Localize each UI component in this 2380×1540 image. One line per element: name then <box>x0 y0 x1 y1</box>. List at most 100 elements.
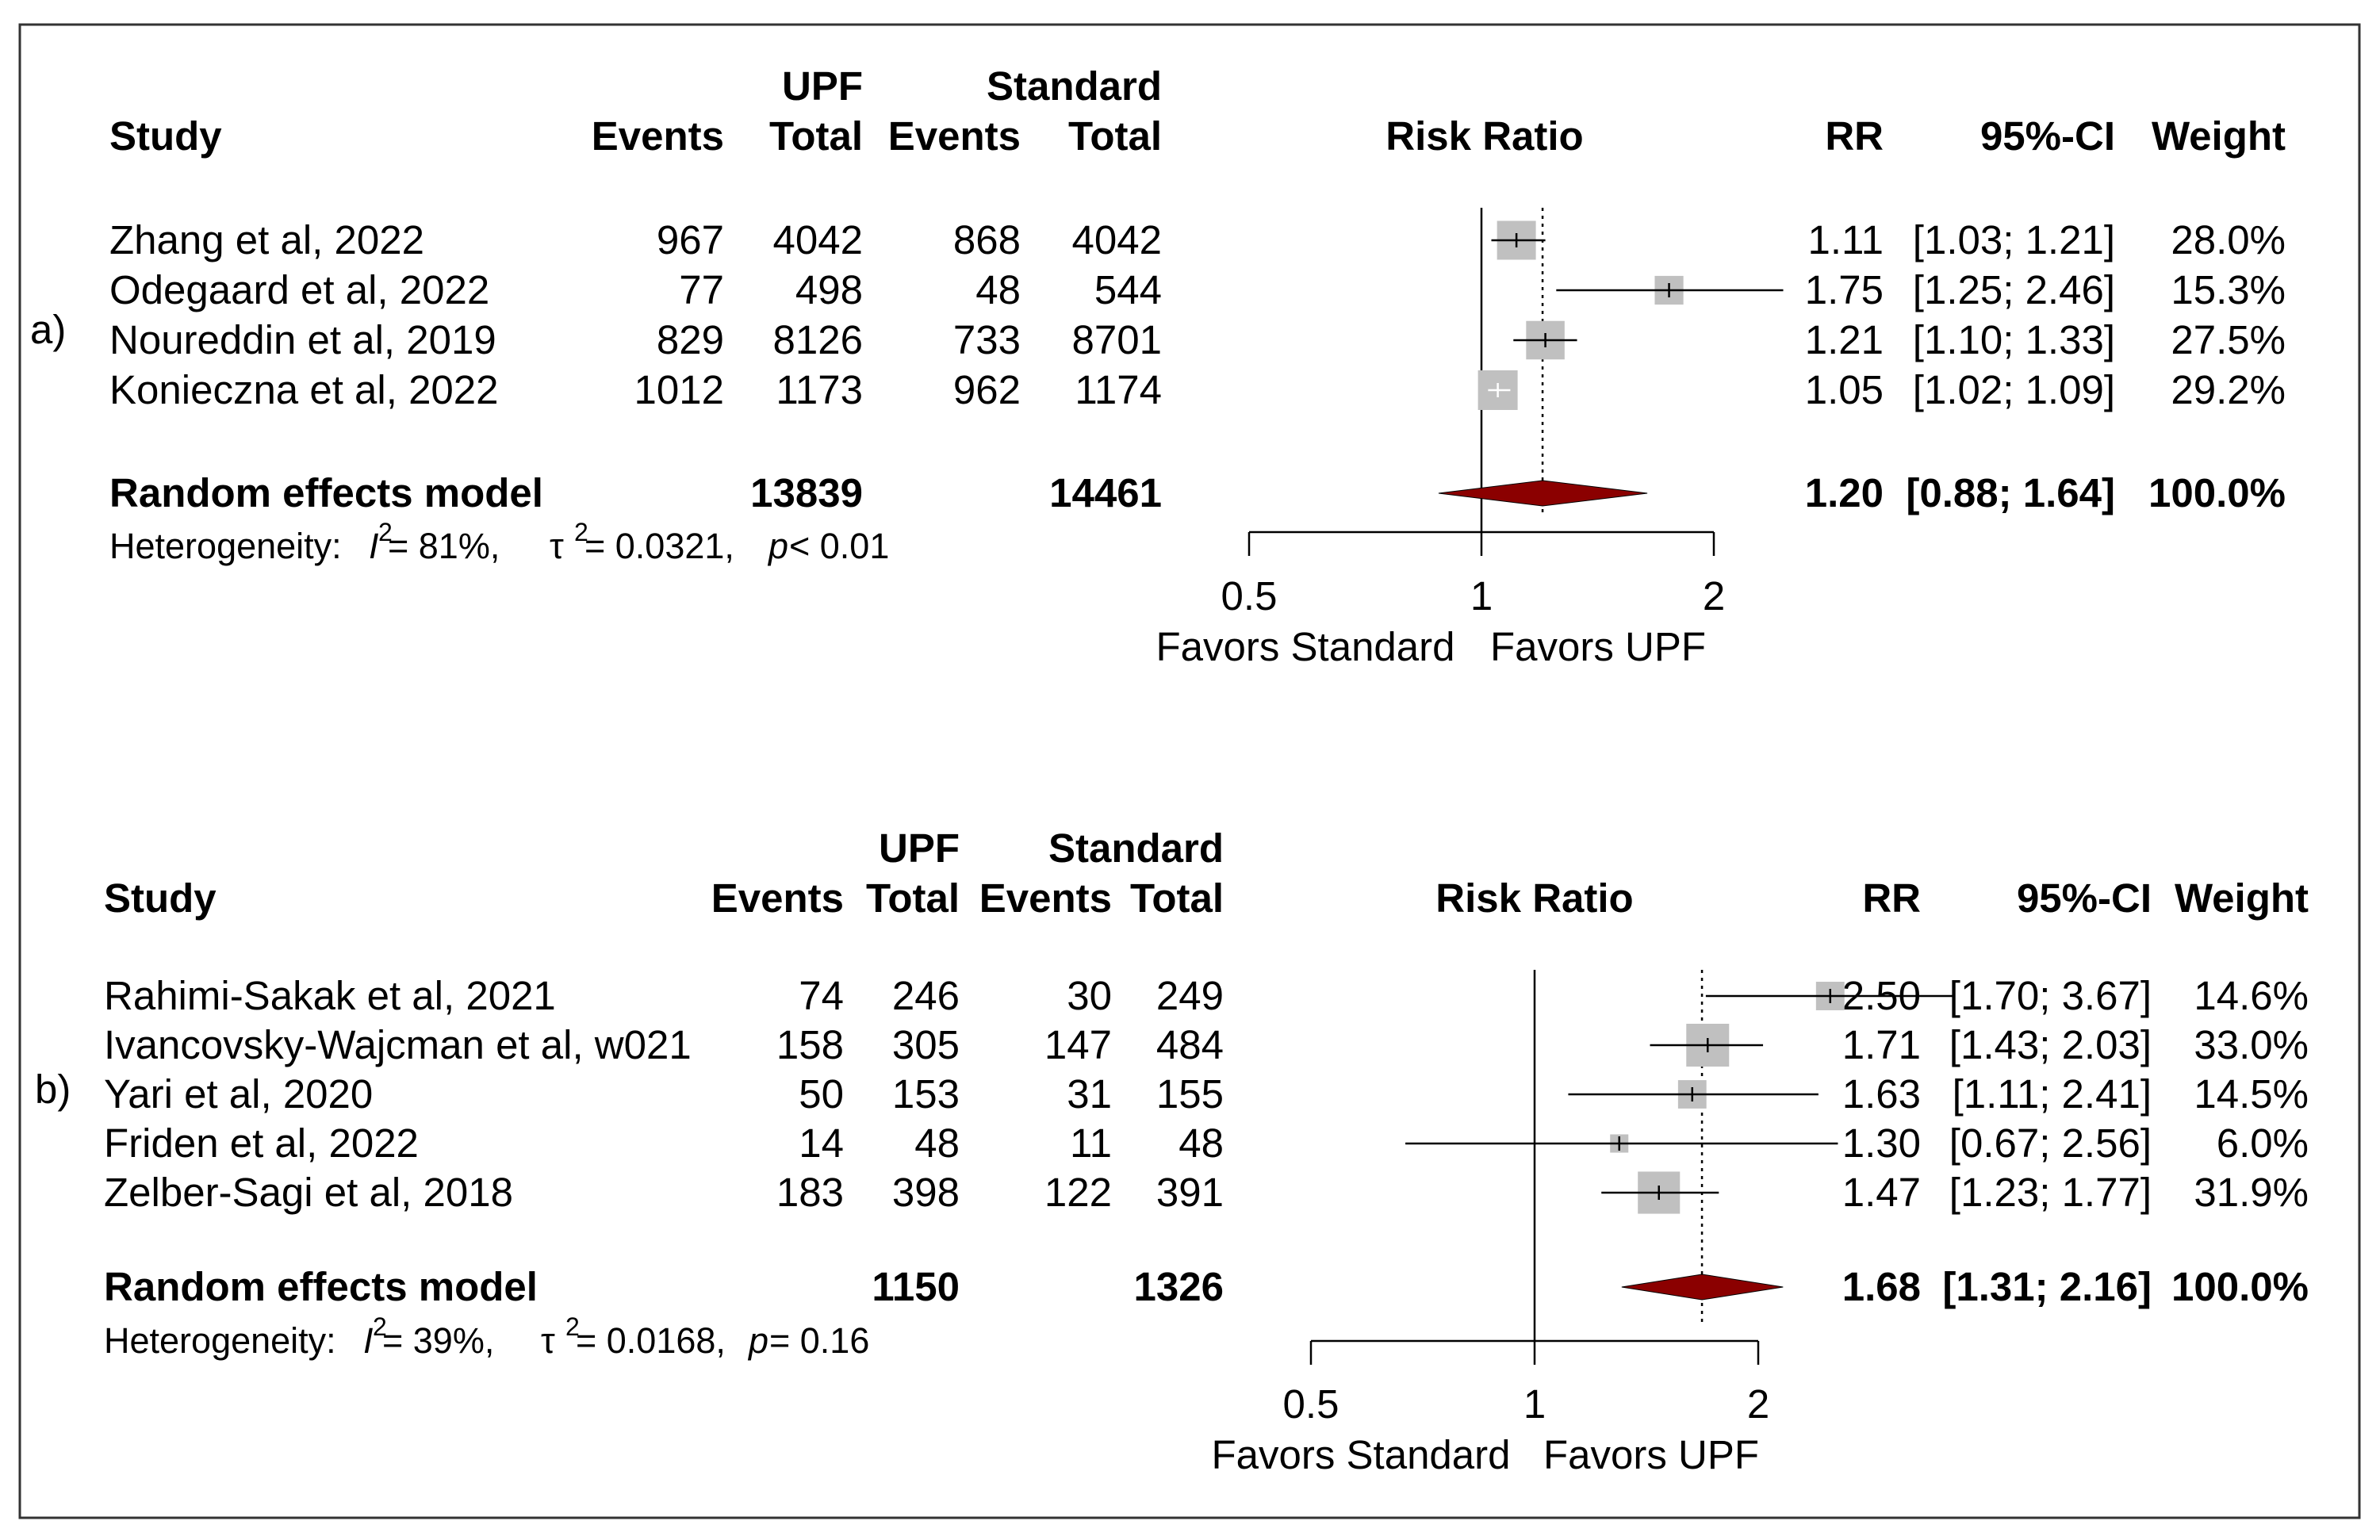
upf-total: 498 <box>795 267 863 312</box>
upf-events: 77 <box>679 267 724 312</box>
rr-value: 1.47 <box>1842 1170 1921 1215</box>
standard-events: 48 <box>975 267 1021 312</box>
column-header-rr: RR <box>1862 875 1921 921</box>
summary-ci-value: [1.31; 2.16] <box>1942 1264 2152 1309</box>
summary-row: Random effects model 1150 1326 1.68 [1.31; 2… <box>104 1264 2309 1309</box>
p-value: < 0.01 <box>789 526 889 566</box>
column-header-standard-events: Events <box>979 875 1112 921</box>
study-row: Noureddin et al, 2019 829 8126 733 8701 1.21 [… <box>109 317 2286 362</box>
tau-value: = 0.0168, <box>576 1320 726 1361</box>
summary-standard-total: 1326 <box>1134 1264 1224 1309</box>
heterogeneity-prefix: Heterogeneity: <box>109 526 342 566</box>
weight-value: 14.5% <box>2194 1071 2309 1117</box>
summary-diamond <box>1438 480 1648 507</box>
upf-events: 967 <box>657 217 724 262</box>
study-name: Ivancovsky-Wajcman et al, w021 <box>104 1022 692 1067</box>
column-header-standard-total: Total <box>1130 875 1224 921</box>
i2-symbol: I <box>363 1320 374 1361</box>
weight-value: 27.5% <box>2171 317 2286 362</box>
rr-value: 1.71 <box>1842 1022 1921 1067</box>
i2-value: = 81%, <box>388 526 500 566</box>
rr-value: 1.05 <box>1805 367 1884 412</box>
study-name: Zelber-Sagi et al, 2018 <box>104 1170 513 1215</box>
forest-panel-a: a) UPF Standard Study Events Total Events Total… <box>30 63 2286 669</box>
x-tick-label: 2 <box>1703 573 1725 619</box>
tau-symbol: τ <box>550 526 564 566</box>
weight-value: 15.3% <box>2171 267 2286 312</box>
summary-standard-total: 14461 <box>1049 470 1162 515</box>
study-row: Rahimi-Sakak et al, 2021 74 246 30 249 2.50 [1… <box>104 973 2309 1018</box>
rr-value: 1.11 <box>1808 217 1884 262</box>
column-header-upf-total: Total <box>866 875 960 921</box>
rr-value: 1.63 <box>1842 1071 1921 1117</box>
i2-value: = 39%, <box>382 1320 494 1361</box>
column-header-study: Study <box>109 113 222 159</box>
ci-value: [1.11; 2.41] <box>1953 1071 2152 1117</box>
tau-symbol: τ <box>541 1320 555 1361</box>
upf-events: 1012 <box>634 367 724 412</box>
weight-value: 28.0% <box>2171 217 2286 262</box>
study-row: Konieczna et al, 2022 1012 1173 962 1174 1.05… <box>109 367 2286 412</box>
study-name: Rahimi-Sakak et al, 2021 <box>104 973 556 1018</box>
summary-label: Random effects model <box>104 1264 538 1309</box>
standard-events: 122 <box>1044 1170 1112 1215</box>
group-header-standard: Standard <box>1048 826 1224 871</box>
column-header-risk-ratio: Risk Ratio <box>1435 875 1633 921</box>
upf-events: 183 <box>776 1170 844 1215</box>
study-name: Konieczna et al, 2022 <box>109 367 499 412</box>
column-header-weight: Weight <box>2152 113 2286 159</box>
upf-total: 4042 <box>773 217 863 262</box>
standard-total: 48 <box>1179 1121 1224 1166</box>
summary-rr-value: 1.20 <box>1805 470 1884 515</box>
standard-events: 30 <box>1067 973 1112 1018</box>
study-row: Ivancovsky-Wajcman et al, w021 158 305 147 4… <box>104 1022 2309 1067</box>
column-header-weight: Weight <box>2175 875 2309 921</box>
study-name: Odegaard et al, 2022 <box>109 267 489 312</box>
upf-total: 246 <box>892 973 960 1018</box>
standard-events: 31 <box>1067 1071 1112 1117</box>
x-tick-label: 1 <box>1470 573 1493 619</box>
favors-standard-label: Favors Standard <box>1156 624 1454 669</box>
favors-standard-label: Favors Standard <box>1211 1432 1510 1477</box>
p-symbol: p <box>767 526 788 566</box>
favors-upf-label: Favors UPF <box>1543 1432 1759 1477</box>
standard-total: 249 <box>1156 973 1224 1018</box>
rr-value: 1.21 <box>1805 317 1884 362</box>
upf-events: 829 <box>657 317 724 362</box>
x-tick-label: 2 <box>1747 1381 1769 1427</box>
study-row: Yari et al, 2020 50 153 31 155 1.63 [1.11; 2.4… <box>104 1071 2309 1117</box>
forest-panel-b: b) UPF Standard Study Events Total Events Total… <box>35 826 2309 1477</box>
upf-events: 14 <box>799 1121 844 1166</box>
study-name: Friden et al, 2022 <box>104 1121 419 1166</box>
standard-events: 868 <box>953 217 1021 262</box>
summary-upf-total: 13839 <box>750 470 863 515</box>
panel-label: a) <box>30 307 66 352</box>
upf-total: 305 <box>892 1022 960 1067</box>
group-header-upf: UPF <box>782 63 863 109</box>
upf-total: 398 <box>892 1170 960 1215</box>
column-header-ci: 95%-CI <box>2017 875 2152 921</box>
summary-ci-value: [0.88; 1.64] <box>1906 470 2115 515</box>
standard-events: 11 <box>1070 1121 1112 1166</box>
column-header-standard-total: Total <box>1068 113 1162 159</box>
summary-row: Random effects model 13839 14461 1.20 [0.88;… <box>109 470 2286 515</box>
x-axis: 0.5 1 2 Favors Standard Favors UPF <box>1211 1339 1769 1477</box>
p-value: = 0.16 <box>769 1320 869 1361</box>
tau-superscript: 2 <box>565 1312 580 1341</box>
summary-rr-value: 1.68 <box>1842 1264 1921 1309</box>
summary-weight-value: 100.0% <box>2171 1264 2309 1309</box>
ci-value: [1.70; 3.67] <box>1949 973 2152 1018</box>
weight-value: 31.9% <box>2194 1170 2309 1215</box>
summary-diamond <box>1621 1274 1784 1301</box>
ci-value: [1.02; 1.09] <box>1913 367 2115 412</box>
upf-total: 48 <box>914 1121 960 1166</box>
ci-value: [1.23; 1.77] <box>1949 1170 2152 1215</box>
standard-total: 484 <box>1156 1022 1224 1067</box>
weight-value: 6.0% <box>2217 1121 2309 1166</box>
i2-superscript: 2 <box>373 1312 387 1341</box>
i2-superscript: 2 <box>378 518 393 546</box>
upf-total: 153 <box>892 1071 960 1117</box>
tau-superscript: 2 <box>574 518 588 546</box>
